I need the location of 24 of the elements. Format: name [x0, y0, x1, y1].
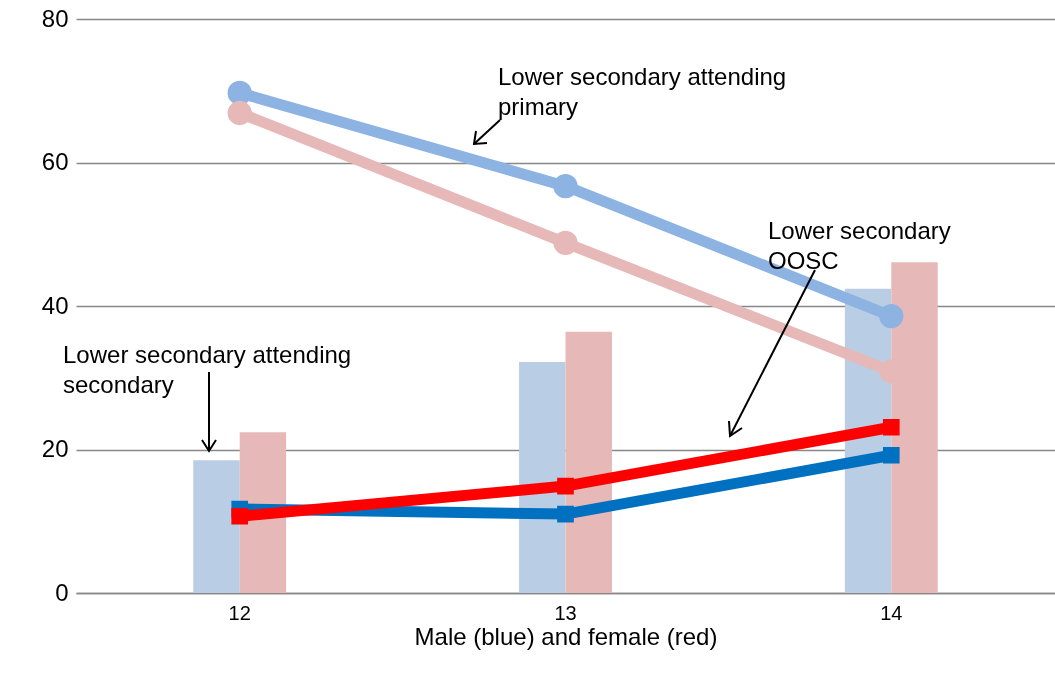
y-tick-label: 80 — [41, 4, 69, 32]
point — [557, 477, 574, 495]
point — [227, 100, 252, 126]
y-tick-label: 60 — [41, 148, 69, 175]
annotation: Lower secondary OOSC — [768, 217, 951, 274]
y-tick-label: 20 — [41, 435, 69, 462]
y-tick-label: 40 — [41, 291, 69, 319]
point — [553, 174, 578, 199]
point — [882, 418, 900, 436]
point — [882, 446, 900, 464]
bar — [565, 331, 612, 593]
x-tick-label: 13 — [554, 601, 577, 624]
x-tick-label: 14 — [880, 601, 903, 624]
bar — [193, 460, 240, 593]
point — [553, 230, 578, 255]
annotation: Lower secondary attending primary — [498, 63, 787, 120]
point — [879, 303, 904, 329]
annotation: Lower secondary attending secondary — [63, 341, 352, 398]
point — [557, 505, 574, 523]
point — [231, 507, 249, 525]
point — [227, 80, 252, 106]
x-tick-label: 12 — [228, 601, 251, 624]
y-tick-label: 0 — [55, 578, 69, 606]
x-axis-title: Male (blue) and female (red) — [414, 622, 718, 650]
